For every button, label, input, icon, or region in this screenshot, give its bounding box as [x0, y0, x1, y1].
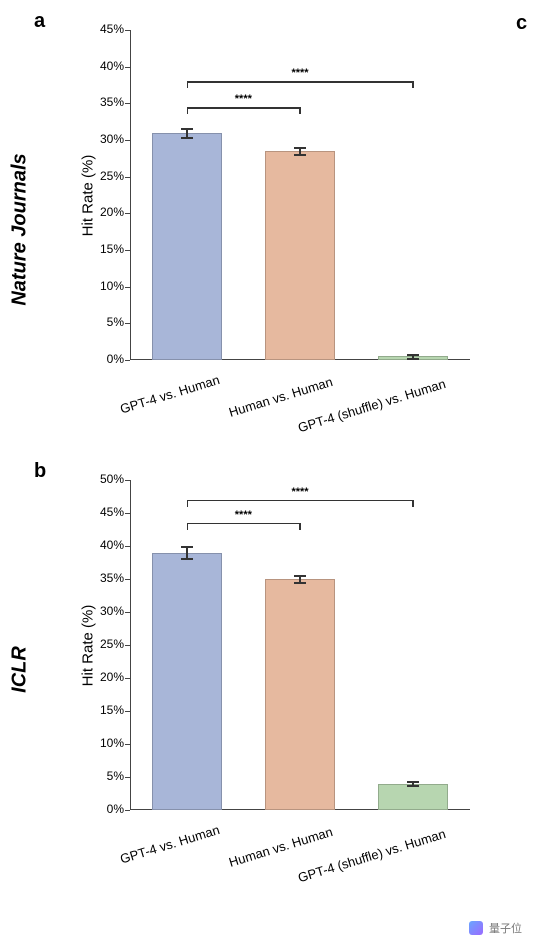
y-tick [125, 711, 130, 712]
panel-letter-b: b [34, 460, 46, 483]
y-tick-label: 0% [82, 352, 124, 366]
sig-bracket [412, 500, 414, 507]
row-label-b: ICLR [9, 590, 32, 750]
x-category-label: Human vs. Human [139, 824, 335, 897]
y-tick-label: 40% [82, 59, 124, 73]
sig-bracket [412, 81, 414, 88]
y-tick [125, 30, 130, 31]
y-tick [125, 67, 130, 68]
y-tick [125, 287, 130, 288]
error-cap [407, 354, 419, 356]
y-tick [125, 103, 130, 104]
x-category-label: GPT-4 (shuffle) vs. Human [252, 376, 448, 449]
y-tick [125, 177, 130, 178]
panel-letter-c: c [516, 12, 527, 35]
error-cap [294, 575, 306, 577]
y-tick [125, 612, 130, 613]
x-category-label: GPT-4 vs. Human [25, 822, 221, 895]
x-category-label: Human vs. Human [139, 374, 335, 447]
error-cap [407, 781, 419, 783]
y-tick [125, 140, 130, 141]
x-category-label: GPT-4 (shuffle) vs. Human [252, 826, 448, 899]
source-logo-icon [469, 921, 483, 935]
y-tick [125, 213, 130, 214]
y-tick-label: 35% [82, 571, 124, 585]
y-tick [125, 546, 130, 547]
sig-bracket [187, 81, 189, 88]
watermark: 量子位 [469, 920, 522, 936]
sig-bracket [187, 107, 189, 114]
sig-bracket [187, 107, 300, 109]
bar-a-0 [152, 133, 222, 360]
sig-label: **** [275, 486, 325, 498]
bar-b-2 [378, 784, 448, 810]
y-tick [125, 810, 130, 811]
sig-bracket [187, 523, 300, 525]
y-tick [125, 678, 130, 679]
sig-label: **** [218, 509, 268, 521]
y-tick-label: 0% [82, 802, 124, 816]
y-tick [125, 744, 130, 745]
error-cap [407, 358, 419, 360]
error-cap [407, 785, 419, 787]
sig-bracket [299, 107, 301, 114]
y-tick [125, 323, 130, 324]
bar-a-1 [265, 151, 335, 360]
y-tick-label: 45% [82, 505, 124, 519]
y-tick-label: 40% [82, 538, 124, 552]
y-tick [125, 480, 130, 481]
y-axis-label-a: Hit Rate (%) [80, 146, 97, 246]
x-category-label: GPT-4 vs. Human [25, 372, 221, 445]
error-cap [294, 154, 306, 156]
error-cap [181, 546, 193, 548]
sig-bracket [299, 523, 301, 530]
y-tick-label: 35% [82, 95, 124, 109]
bar-b-0 [152, 553, 222, 810]
sig-label: **** [275, 67, 325, 79]
y-tick-label: 50% [82, 472, 124, 486]
y-axis-label-b: Hit Rate (%) [80, 596, 97, 696]
sig-bracket [187, 523, 189, 530]
bar-b-1 [265, 579, 335, 810]
panel-letter-a: a [34, 10, 45, 33]
sig-bracket [187, 500, 189, 507]
y-tick [125, 777, 130, 778]
y-tick [125, 250, 130, 251]
y-tick-label: 30% [82, 132, 124, 146]
error-cap [294, 582, 306, 584]
y-tick [125, 579, 130, 580]
error-cap [181, 128, 193, 130]
y-tick-label: 15% [82, 703, 124, 717]
y-tick [125, 513, 130, 514]
row-label-a: Nature Journals [9, 150, 32, 310]
error-cap [181, 137, 193, 139]
error-cap [294, 147, 306, 149]
y-tick-label: 10% [82, 736, 124, 750]
y-tick-label: 5% [82, 769, 124, 783]
y-tick [125, 645, 130, 646]
sig-bracket [187, 81, 414, 83]
sig-label: **** [218, 93, 268, 105]
watermark-text: 量子位 [489, 920, 522, 936]
y-tick-label: 5% [82, 315, 124, 329]
y-tick [125, 360, 130, 361]
y-tick-label: 45% [82, 22, 124, 36]
sig-bracket [187, 500, 414, 502]
y-tick-label: 10% [82, 279, 124, 293]
error-cap [181, 558, 193, 560]
